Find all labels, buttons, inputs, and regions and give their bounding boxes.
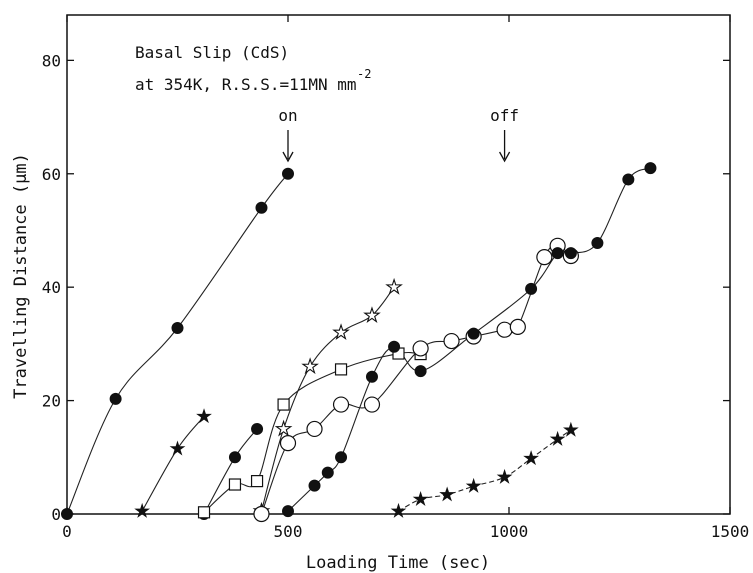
data-point-open-square	[228, 478, 242, 491]
data-point-filled-circle	[335, 451, 348, 464]
data-point-filled-circle	[61, 508, 73, 520]
marker-arrows: on off	[278, 106, 519, 163]
data-point-open-circle	[253, 505, 270, 523]
data-point-open-circle	[363, 396, 381, 413]
data-point-open-circle	[536, 249, 553, 266]
data-point-filled-circle	[171, 322, 184, 335]
data-point-filled-star	[171, 442, 183, 454]
x-axis-label: Loading Time (sec)	[306, 553, 490, 573]
annotation-line-1: Basal Slip (CdS)	[135, 43, 289, 62]
data-point-filled-star	[441, 488, 453, 500]
y-axis-label: Travelling Distance (μm)	[11, 153, 31, 399]
data-point-filled-circle	[228, 451, 241, 464]
annotation-superscript: -2	[357, 67, 371, 81]
data-point-filled-circle	[365, 370, 378, 383]
data-point-filled-circle	[255, 201, 268, 214]
data-point-open-star	[276, 421, 290, 435]
data-point-filled-circle	[109, 392, 122, 405]
marker-arrowhead-on	[282, 151, 294, 163]
data-point-open-square	[197, 506, 211, 519]
data-point-filled-circle	[564, 247, 577, 260]
y-tick-label: 20	[42, 392, 61, 411]
x-tick-label: 1000	[490, 522, 529, 541]
fit-curve	[141, 416, 205, 512]
data-point-filled-circle	[282, 167, 294, 180]
data-point-filled-circle	[282, 505, 294, 518]
data-point-filled-circle	[251, 422, 264, 435]
data-point-open-circle	[279, 435, 297, 452]
data-point-open-circle	[443, 332, 460, 350]
data-point-filled-star	[467, 480, 479, 492]
data-point-filled-circle	[308, 479, 321, 492]
data-point-open-circle	[509, 318, 526, 335]
x-tick-label: 1500	[711, 522, 750, 541]
data-point-open-circle	[306, 420, 323, 438]
y-tick-label: 40	[42, 278, 61, 297]
data-point-filled-circle	[467, 327, 480, 340]
data-point-open-circle	[496, 321, 513, 338]
data-point-filled-circle	[414, 365, 427, 378]
data-point-filled-star	[498, 471, 510, 483]
data-point-filled-circle	[622, 173, 635, 186]
data-point-open-square	[250, 475, 264, 488]
data-point-open-circle	[412, 340, 429, 357]
fit-curves	[66, 167, 651, 515]
data-point-open-circle	[332, 396, 350, 413]
data-point-filled-circle	[644, 162, 657, 175]
fit-curve	[203, 428, 258, 515]
x-tick-label: 0	[62, 522, 72, 541]
marker-label-off: off	[490, 106, 519, 125]
y-tick-label: 80	[42, 51, 61, 70]
data-point-filled-star	[414, 493, 426, 505]
data-point-filled-circle	[388, 340, 401, 353]
data-point-open-square	[334, 363, 348, 376]
y-tick-label: 60	[42, 165, 61, 184]
data-point-filled-circle	[551, 247, 564, 260]
axis-tick-labels: 0 500 1000 1500 0 20 40 60 80	[42, 51, 750, 541]
marker-label-on: on	[278, 106, 297, 125]
data-point-open-star	[387, 280, 401, 294]
x-tick-label: 500	[274, 522, 303, 541]
fit-curve	[260, 245, 572, 515]
data-point-open-square	[277, 398, 290, 411]
data-point-open-star	[303, 359, 317, 373]
annotation-line-2: at 354K, R.S.S.=11MN mm	[135, 75, 357, 94]
data-point-filled-circle	[321, 466, 334, 479]
marker-arrowhead-off	[499, 151, 511, 163]
data-point-filled-star	[198, 410, 210, 422]
fit-curve	[66, 173, 289, 515]
data-points	[61, 162, 657, 523]
data-point-filled-circle	[591, 236, 604, 249]
y-tick-label: 0	[51, 505, 61, 524]
data-point-filled-circle	[525, 282, 538, 295]
